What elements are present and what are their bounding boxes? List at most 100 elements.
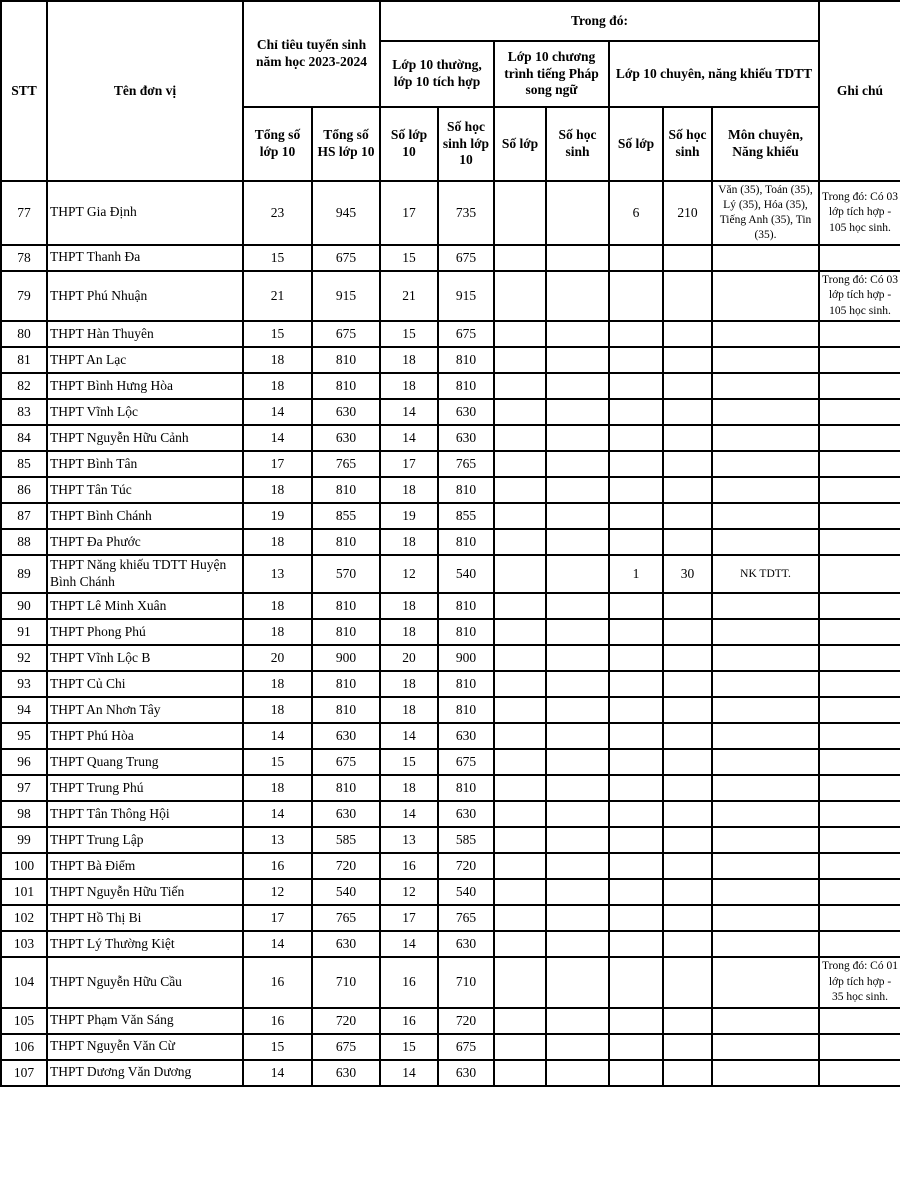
table-row: 85 THPT Bình Tân 17 765 17 765 — [0, 450, 900, 479]
table-row: 96 THPT Quang Trung 15 675 15 675 — [0, 748, 900, 777]
gifted-classes-cell — [608, 1032, 664, 1061]
stt-cell: 79 — [0, 269, 48, 323]
regular-classes-cell: 18 — [379, 618, 439, 647]
french-classes-cell — [493, 644, 547, 673]
header-note: Ghi chú — [818, 0, 900, 182]
specialty-subjects-cell — [711, 644, 820, 673]
regular-students-cell: 540 — [437, 878, 495, 907]
note-cell: Trong đó: Có 01 lớp tích hợp - 35 học si… — [818, 956, 900, 1009]
table-row: 82 THPT Bình Hưng Hòa 18 810 18 810 — [0, 372, 900, 401]
french-classes-cell — [493, 243, 547, 272]
stt-cell: 81 — [0, 346, 48, 375]
note-cell — [818, 618, 900, 647]
specialty-subjects-cell — [711, 424, 820, 453]
regular-classes-cell: 16 — [379, 956, 439, 1009]
unit-name-cell: THPT Tân Thông Hội — [46, 800, 244, 829]
gifted-students-cell — [662, 800, 713, 829]
stt-cell: 105 — [0, 1006, 48, 1035]
regular-students-cell: 810 — [437, 670, 495, 699]
stt-cell: 104 — [0, 956, 48, 1009]
regular-classes-cell: 18 — [379, 696, 439, 725]
specialty-subjects-cell — [711, 930, 820, 959]
french-classes-cell — [493, 670, 547, 699]
gifted-classes-cell — [608, 346, 664, 375]
unit-name-cell: THPT Dương Văn Dương — [46, 1058, 244, 1087]
regular-classes-cell: 18 — [379, 528, 439, 557]
french-classes-cell — [493, 930, 547, 959]
gifted-students-cell — [662, 696, 713, 725]
table-body: 77 THPT Gia Định 23 945 17 735 6 210 Văn (35), T… — [0, 180, 900, 1087]
regular-students-cell: 710 — [437, 956, 495, 1009]
regular-students-cell: 810 — [437, 774, 495, 803]
specialty-subjects-cell — [711, 1006, 820, 1035]
french-students-cell — [545, 670, 610, 699]
gifted-students-cell — [662, 644, 713, 673]
header-total-students: Tổng số HS lớp 10 — [311, 106, 381, 182]
note-cell — [818, 554, 900, 595]
stt-cell: 84 — [0, 424, 48, 453]
french-students-cell — [545, 398, 610, 427]
gifted-students-cell — [662, 450, 713, 479]
total-students-cell: 810 — [311, 670, 381, 699]
table-row: 88 THPT Đa Phước 18 810 18 810 — [0, 528, 900, 557]
table-row: 105 THPT Phạm Văn Sáng 16 720 16 720 — [0, 1006, 900, 1035]
regular-students-cell: 855 — [437, 502, 495, 531]
note-cell — [818, 592, 900, 621]
table-row: 89 THPT Năng khiếu TDTT Huyện Bình Chánh 1… — [0, 554, 900, 595]
header-gifted-students: Số học sinh — [662, 106, 713, 182]
header-french-group: Lớp 10 chương trình tiếng Pháp song ngữ — [493, 40, 610, 108]
table-row: 90 THPT Lê Minh Xuân 18 810 18 810 — [0, 592, 900, 621]
total-students-cell: 810 — [311, 372, 381, 401]
total-classes-cell: 13 — [242, 826, 313, 855]
note-cell: Trong đó: Có 03 lớp tích hợp - 105 học s… — [818, 180, 900, 246]
total-students-cell: 630 — [311, 930, 381, 959]
unit-name-cell: THPT Trung Phú — [46, 774, 244, 803]
total-classes-cell: 19 — [242, 502, 313, 531]
french-classes-cell — [493, 372, 547, 401]
gifted-classes-cell — [608, 696, 664, 725]
total-classes-cell: 17 — [242, 904, 313, 933]
specialty-subjects-cell: Văn (35), Toán (35), Lý (35), Hóa (35), … — [711, 180, 820, 246]
note-cell — [818, 644, 900, 673]
specialty-subjects-cell — [711, 774, 820, 803]
unit-name-cell: THPT Quang Trung — [46, 748, 244, 777]
french-students-cell — [545, 528, 610, 557]
regular-classes-cell: 15 — [379, 320, 439, 349]
total-students-cell: 630 — [311, 424, 381, 453]
gifted-students-cell — [662, 269, 713, 323]
table-row: 83 THPT Vĩnh Lộc 14 630 14 630 — [0, 398, 900, 427]
total-students-cell: 630 — [311, 722, 381, 751]
gifted-students-cell: 210 — [662, 180, 713, 246]
note-cell — [818, 528, 900, 557]
unit-name-cell: THPT Phú Nhuận — [46, 269, 244, 323]
total-classes-cell: 17 — [242, 450, 313, 479]
regular-classes-cell: 17 — [379, 450, 439, 479]
french-classes-cell — [493, 554, 547, 595]
stt-cell: 83 — [0, 398, 48, 427]
note-cell — [818, 320, 900, 349]
header-quota-group: Chỉ tiêu tuyển sinh năm học 2023-2024 — [242, 0, 381, 108]
total-students-cell: 720 — [311, 1006, 381, 1035]
table-row: 103 THPT Lý Thường Kiệt 14 630 14 630 — [0, 930, 900, 959]
french-students-cell — [545, 930, 610, 959]
stt-cell: 88 — [0, 528, 48, 557]
regular-students-cell: 900 — [437, 644, 495, 673]
gifted-classes-cell — [608, 320, 664, 349]
total-classes-cell: 15 — [242, 320, 313, 349]
stt-cell: 97 — [0, 774, 48, 803]
total-classes-cell: 14 — [242, 424, 313, 453]
unit-name-cell: THPT Nguyễn Hữu Tiến — [46, 878, 244, 907]
regular-students-cell: 630 — [437, 398, 495, 427]
french-students-cell — [545, 904, 610, 933]
total-classes-cell: 18 — [242, 346, 313, 375]
regular-classes-cell: 18 — [379, 670, 439, 699]
french-classes-cell — [493, 1006, 547, 1035]
gifted-students-cell — [662, 476, 713, 505]
stt-cell: 92 — [0, 644, 48, 673]
stt-cell: 82 — [0, 372, 48, 401]
table-row: 77 THPT Gia Định 23 945 17 735 6 210 Văn (35), T… — [0, 180, 900, 246]
specialty-subjects-cell — [711, 956, 820, 1009]
note-cell — [818, 722, 900, 751]
total-students-cell: 810 — [311, 346, 381, 375]
french-classes-cell — [493, 502, 547, 531]
